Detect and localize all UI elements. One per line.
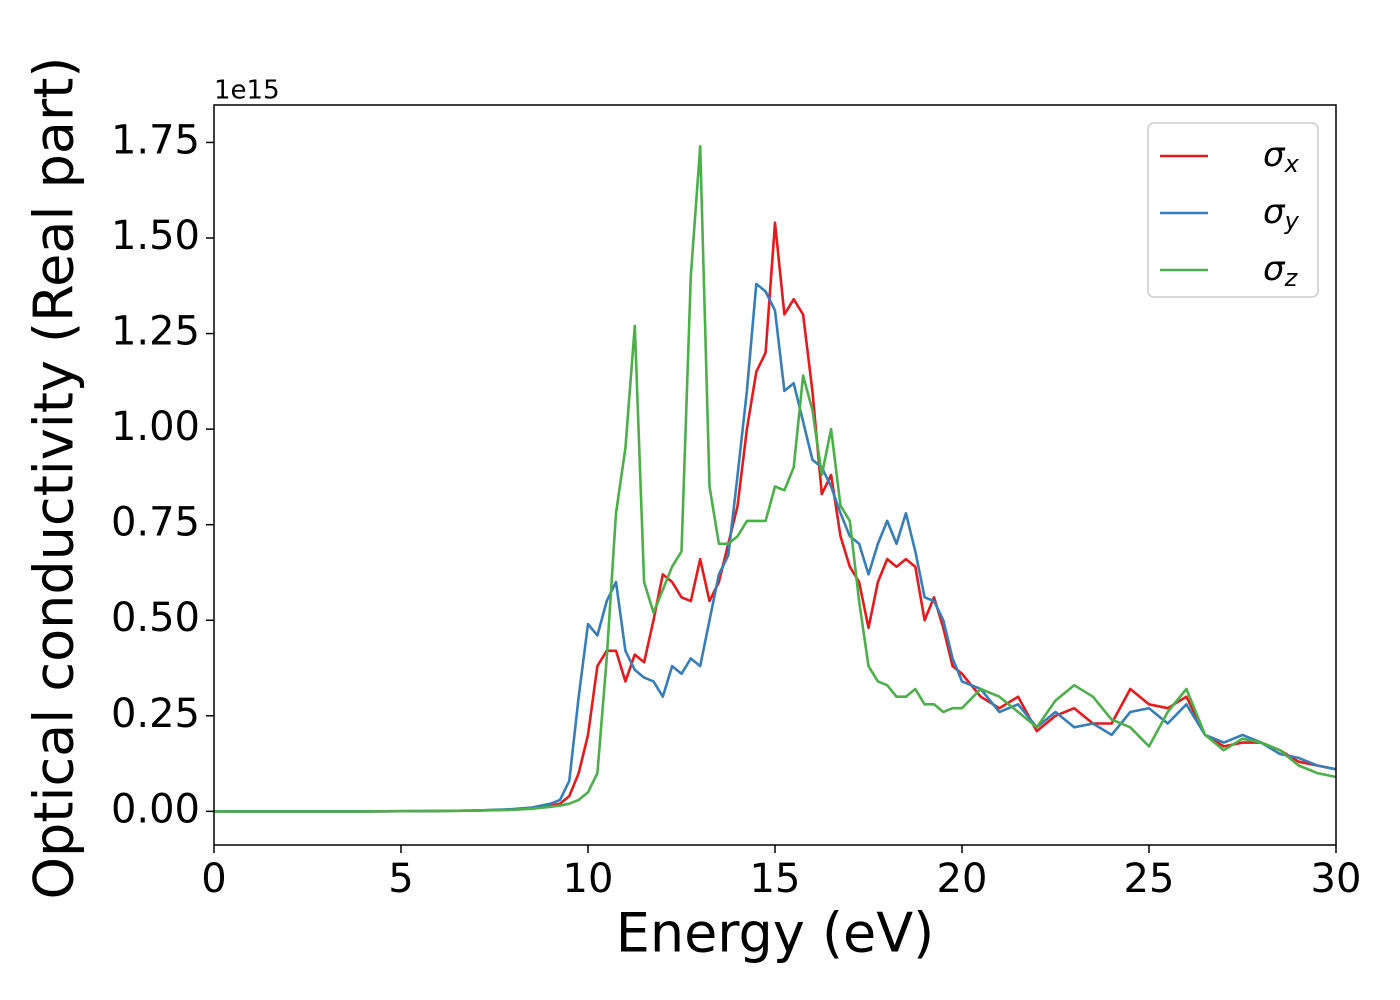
x-tick-label: 20 xyxy=(937,856,988,902)
y-tick-label: 0.50 xyxy=(111,595,200,641)
y-tick-label: 0.75 xyxy=(111,500,200,546)
y-tick-label: 0.25 xyxy=(111,691,200,737)
x-tick-label: 30 xyxy=(1311,856,1362,902)
series-line xyxy=(214,145,1336,813)
legend-label: σz xyxy=(1263,249,1299,293)
x-tick-label: 5 xyxy=(388,856,413,902)
legend-label: σx xyxy=(1263,135,1300,179)
x-axis-label: Energy (eV) xyxy=(616,902,935,965)
y-tick-label: 1.50 xyxy=(111,213,200,259)
series-line xyxy=(214,282,1336,813)
legend-label: σy xyxy=(1263,192,1300,236)
legend-box xyxy=(1147,122,1319,298)
x-tick-label: 15 xyxy=(750,856,801,902)
x-tick-label: 0 xyxy=(201,856,226,902)
y-axis-label: Optical conductivity (Real part) xyxy=(23,57,86,900)
y-tick-label: 1.75 xyxy=(111,117,200,163)
y-offset-label: 1e15 xyxy=(214,76,280,106)
x-tick-label: 10 xyxy=(563,856,614,902)
y-tick-label: 1.00 xyxy=(111,404,200,450)
x-tick-label: 25 xyxy=(1124,856,1175,902)
y-tick-label: 1.25 xyxy=(111,309,200,355)
y-tick-label: 0.00 xyxy=(111,786,200,832)
plot-frame xyxy=(213,104,1337,846)
